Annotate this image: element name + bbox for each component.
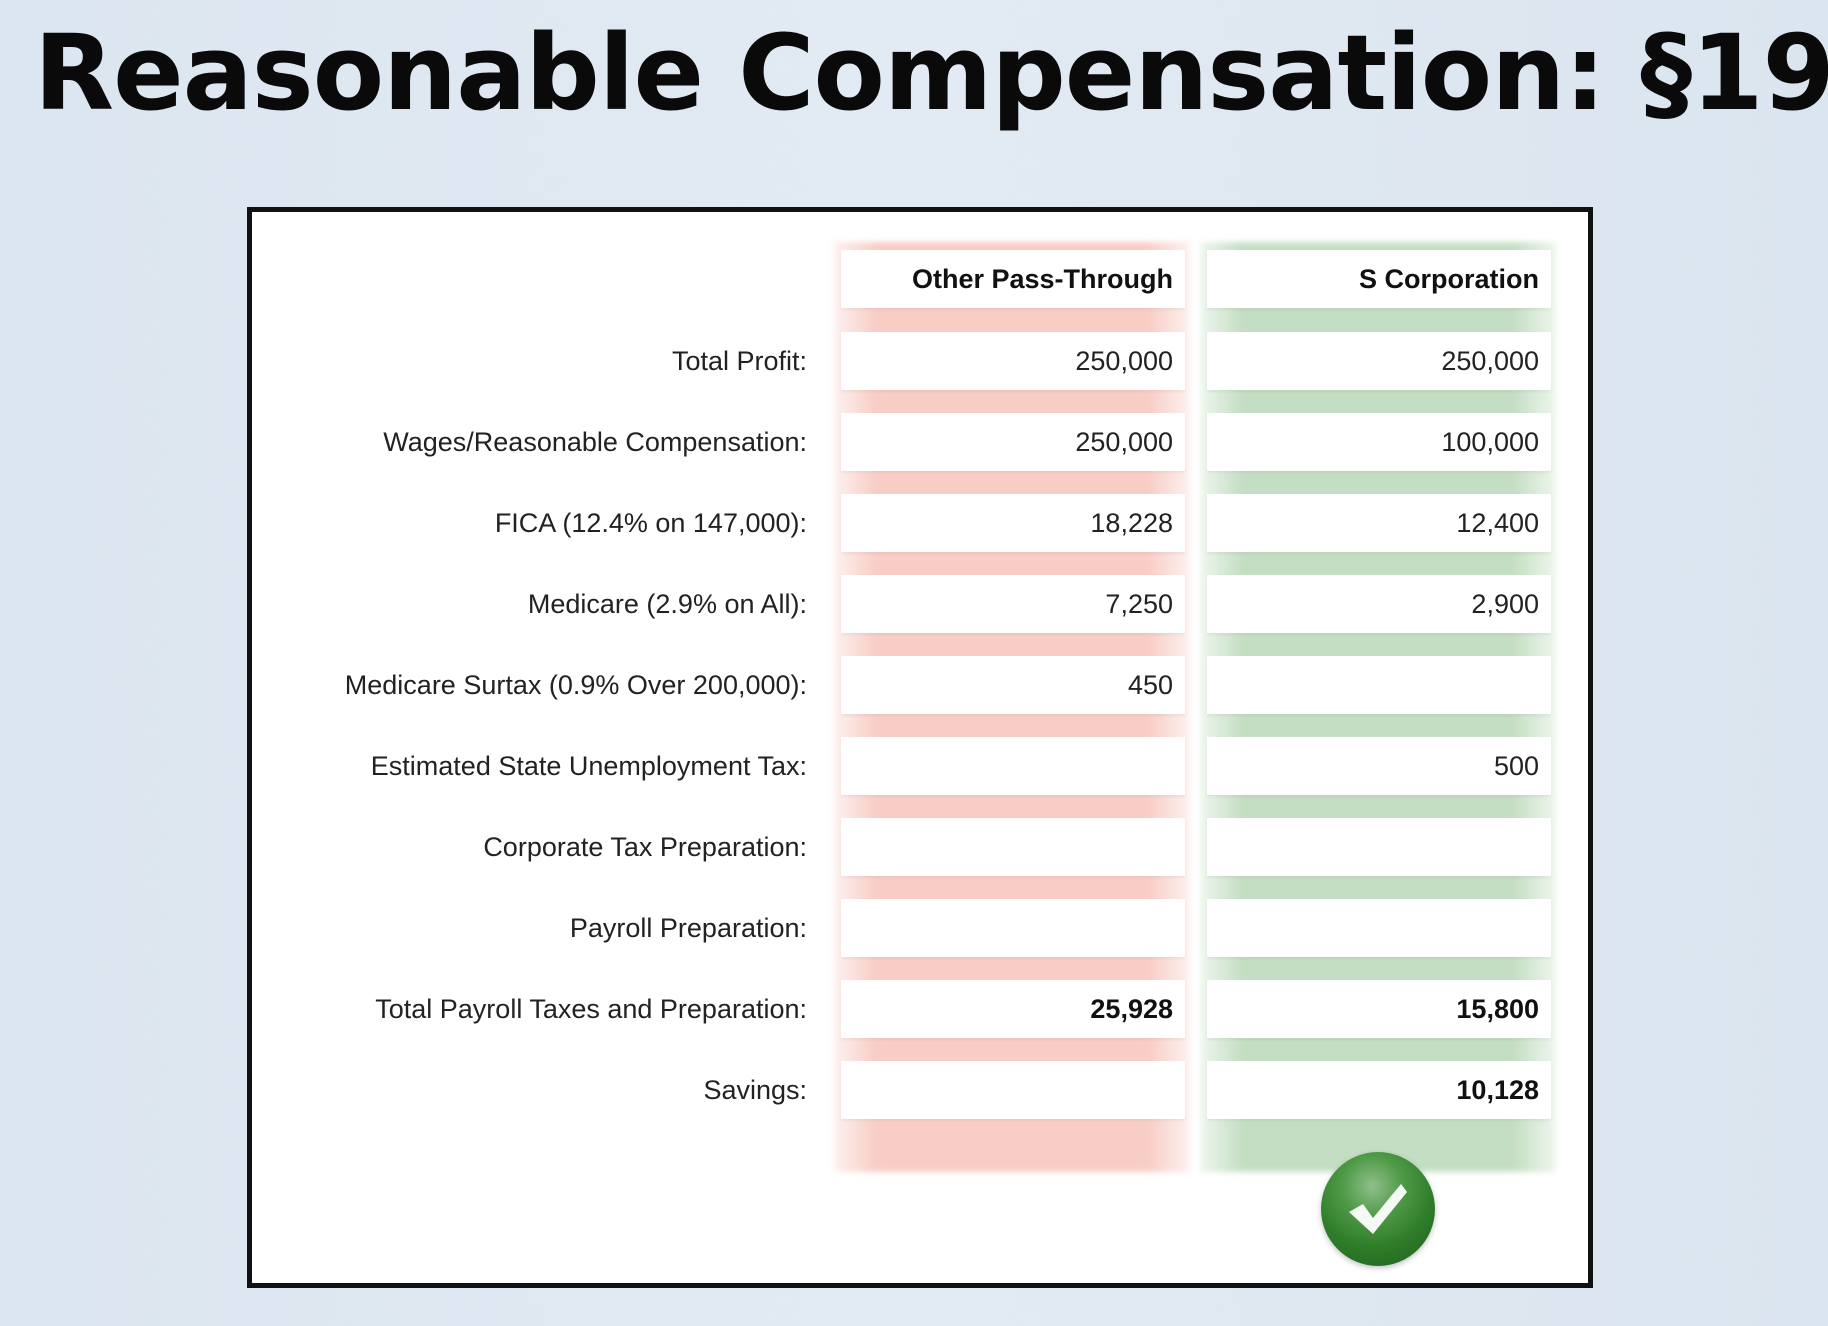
cell-other-medicare: 7,250 [841,575,1185,633]
slide-title: Reasonable Compensation: §199A [34,12,1828,134]
cell-other-corporate-tax-prep [841,818,1185,876]
cell-other-total-payroll: 25,928 [841,980,1185,1038]
cell-scorp-corporate-tax-prep [1207,818,1551,876]
green-checkmark-icon [1321,1152,1435,1266]
cell-scorp-medicare-surtax [1207,656,1551,714]
cell-other-total-profit: 250,000 [841,332,1185,390]
row-label-wages: Wages/Reasonable Compensation: [383,427,807,457]
cell-scorp-savings: 10,128 [1207,1061,1551,1119]
cell-scorp-total-profit: 250,000 [1207,332,1551,390]
comparison-panel: Other Pass-Through S Corporation Total P… [247,207,1593,1288]
cell-other-payroll-prep [841,899,1185,957]
cell-other-fica: 18,228 [841,494,1185,552]
cell-scorp-wages: 100,000 [1207,413,1551,471]
row-label-payroll-prep: Payroll Preparation: [569,913,807,943]
cell-other-state-unemployment [841,737,1185,795]
row-label-state-unemployment: Estimated State Unemployment Tax: [370,751,807,781]
cell-other-wages: 250,000 [841,413,1185,471]
header-other-pass-through: Other Pass-Through [841,250,1185,308]
cell-other-savings [841,1061,1185,1119]
row-label-corporate-tax-prep: Corporate Tax Preparation: [483,832,807,862]
row-label-savings: Savings: [703,1075,807,1105]
cell-scorp-medicare: 2,900 [1207,575,1551,633]
cell-scorp-total-payroll: 15,800 [1207,980,1551,1038]
row-label-fica: FICA (12.4% on 147,000): [494,508,807,538]
header-s-corporation: S Corporation [1207,250,1551,308]
row-label-total-payroll: Total Payroll Taxes and Preparation: [375,994,807,1024]
cell-scorp-payroll-prep [1207,899,1551,957]
cell-other-medicare-surtax: 450 [841,656,1185,714]
row-label-medicare: Medicare (2.9% on All): [527,589,807,619]
row-label-total-profit: Total Profit: [671,346,807,376]
cell-scorp-fica: 12,400 [1207,494,1551,552]
cell-scorp-state-unemployment: 500 [1207,737,1551,795]
row-label-medicare-surtax: Medicare Surtax (0.9% Over 200,000): [344,670,807,700]
